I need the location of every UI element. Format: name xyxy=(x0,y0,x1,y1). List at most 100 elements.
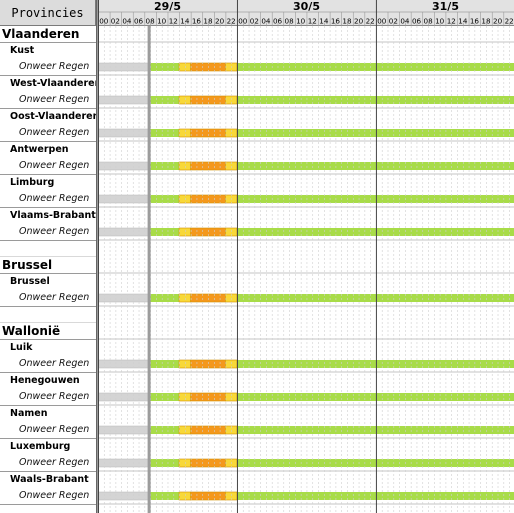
event-label[interactable]: Onweer Regen xyxy=(0,224,96,241)
hour-label: 10 xyxy=(296,17,306,26)
warning-bar-green[interactable] xyxy=(236,426,514,434)
warning-bar-green[interactable] xyxy=(150,393,180,401)
warning-bar-green[interactable] xyxy=(236,63,514,71)
warning-bar-green[interactable] xyxy=(236,492,514,500)
warning-bar-yellow[interactable] xyxy=(178,227,191,237)
warning-bar-yellow[interactable] xyxy=(225,293,238,303)
hour-label: 18 xyxy=(481,17,491,26)
warning-bar-yellow[interactable] xyxy=(225,161,238,171)
warning-bar-yellow[interactable] xyxy=(178,128,191,138)
event-label[interactable]: Onweer Regen xyxy=(0,356,96,373)
province-label[interactable]: Henegouwen xyxy=(10,374,80,386)
warning-bar-yellow[interactable] xyxy=(225,128,238,138)
province-label[interactable]: Brussel xyxy=(10,275,50,287)
warning-bar-yellow[interactable] xyxy=(225,359,238,369)
warning-bar-yellow[interactable] xyxy=(178,392,191,402)
warning-bar-yellow[interactable] xyxy=(225,458,238,468)
hour-label: 16 xyxy=(192,17,202,26)
province-label[interactable]: Luxemburg xyxy=(10,440,71,452)
warning-bar-green[interactable] xyxy=(150,228,180,236)
province-label[interactable]: Antwerpen xyxy=(10,143,69,155)
spacer-row xyxy=(0,307,96,323)
hour-label: 22 xyxy=(505,17,514,26)
hour-label: 12 xyxy=(308,17,317,26)
hour-label: 08 xyxy=(424,17,434,26)
provinces-header[interactable]: Provincies xyxy=(0,0,96,26)
warning-bar-yellow[interactable] xyxy=(225,62,238,72)
region-label[interactable]: Vlaanderen xyxy=(0,26,96,43)
past-period-bar xyxy=(98,62,151,72)
province-label[interactable]: Kust xyxy=(10,44,35,56)
warning-bar-green[interactable] xyxy=(236,393,514,401)
event-label[interactable]: Onweer Regen xyxy=(0,158,96,175)
warning-bar-yellow[interactable] xyxy=(178,95,191,105)
hour-label: 14 xyxy=(458,17,468,26)
warning-bar-green[interactable] xyxy=(150,96,180,104)
province-label[interactable]: West-Vlaanderen xyxy=(10,77,96,89)
event-label[interactable]: Onweer Regen xyxy=(0,455,96,472)
region-label[interactable]: Wallonië xyxy=(0,323,96,340)
warning-bar-yellow[interactable] xyxy=(225,194,238,204)
hour-label: 10 xyxy=(157,17,167,26)
timeline-grid: 29/5 30/5 31/5 00 02 04 06 08 10 12 14 16 18 20 22 00 02… xyxy=(98,0,514,513)
warning-bar-green[interactable] xyxy=(236,162,514,170)
hour-label: 18 xyxy=(342,17,352,26)
warning-bar-green[interactable] xyxy=(150,294,180,302)
panel-divider[interactable] xyxy=(96,0,98,513)
day-label: 30/5 xyxy=(293,0,320,13)
warning-bar-green[interactable] xyxy=(150,162,180,170)
event-label[interactable]: Onweer Regen xyxy=(0,59,96,76)
event-label[interactable]: Onweer Regen xyxy=(0,125,96,142)
hour-label: 08 xyxy=(285,17,295,26)
warning-bar-yellow[interactable] xyxy=(178,491,191,501)
province-label[interactable]: Waals-Brabant xyxy=(10,473,89,485)
warning-bar-green[interactable] xyxy=(236,195,514,203)
warning-bar-yellow[interactable] xyxy=(178,62,191,72)
hour-label: 00 xyxy=(377,17,387,26)
warning-bar-yellow[interactable] xyxy=(225,491,238,501)
event-label[interactable]: Onweer Regen xyxy=(0,191,96,208)
warning-bar-green[interactable] xyxy=(236,228,514,236)
warning-bar-yellow[interactable] xyxy=(225,95,238,105)
warning-bar-green[interactable] xyxy=(150,195,180,203)
warning-bar-green[interactable] xyxy=(150,492,180,500)
warning-bar-yellow[interactable] xyxy=(178,458,191,468)
warning-bar-yellow[interactable] xyxy=(178,425,191,435)
warning-bar-yellow[interactable] xyxy=(178,161,191,171)
warning-bar-yellow[interactable] xyxy=(225,425,238,435)
warning-bar-green[interactable] xyxy=(236,96,514,104)
hour-label: 14 xyxy=(319,17,329,26)
hour-label: 20 xyxy=(354,17,364,26)
warning-bar-yellow[interactable] xyxy=(225,392,238,402)
province-label[interactable]: Vlaams-Brabant xyxy=(10,209,96,221)
region-label[interactable]: Brussel xyxy=(0,257,96,274)
past-period-bar xyxy=(98,293,151,303)
warning-bar-yellow[interactable] xyxy=(178,293,191,303)
warning-bar-yellow[interactable] xyxy=(178,194,191,204)
warning-bar-green[interactable] xyxy=(236,294,514,302)
event-label[interactable]: Onweer Regen xyxy=(0,290,96,307)
warning-bar-green[interactable] xyxy=(150,426,180,434)
warning-bar-green[interactable] xyxy=(236,459,514,467)
past-period-bar xyxy=(98,392,151,402)
warning-bar-green[interactable] xyxy=(150,459,180,467)
province-label[interactable]: Luik xyxy=(10,341,33,353)
warning-bar-green[interactable] xyxy=(150,129,180,137)
warning-bar-yellow[interactable] xyxy=(178,359,191,369)
warning-bar-green[interactable] xyxy=(150,360,180,368)
hour-label: 06 xyxy=(412,17,422,26)
province-label[interactable]: Namen xyxy=(10,407,48,419)
past-period-bar xyxy=(98,359,151,369)
province-label[interactable]: Oost-Vlaanderen xyxy=(10,110,96,122)
event-label[interactable]: Onweer Regen xyxy=(0,488,96,505)
warning-bar-yellow[interactable] xyxy=(225,227,238,237)
warning-bar-green[interactable] xyxy=(236,360,514,368)
event-label[interactable]: Onweer Regen xyxy=(0,92,96,109)
day-label: 31/5 xyxy=(432,0,459,13)
event-label[interactable]: Onweer Regen xyxy=(0,389,96,406)
warning-bar-green[interactable] xyxy=(150,63,180,71)
province-label[interactable]: Limburg xyxy=(10,176,55,188)
warning-bar-green[interactable] xyxy=(236,129,514,137)
hour-label: 06 xyxy=(273,17,283,26)
event-label[interactable]: Onweer Regen xyxy=(0,422,96,439)
